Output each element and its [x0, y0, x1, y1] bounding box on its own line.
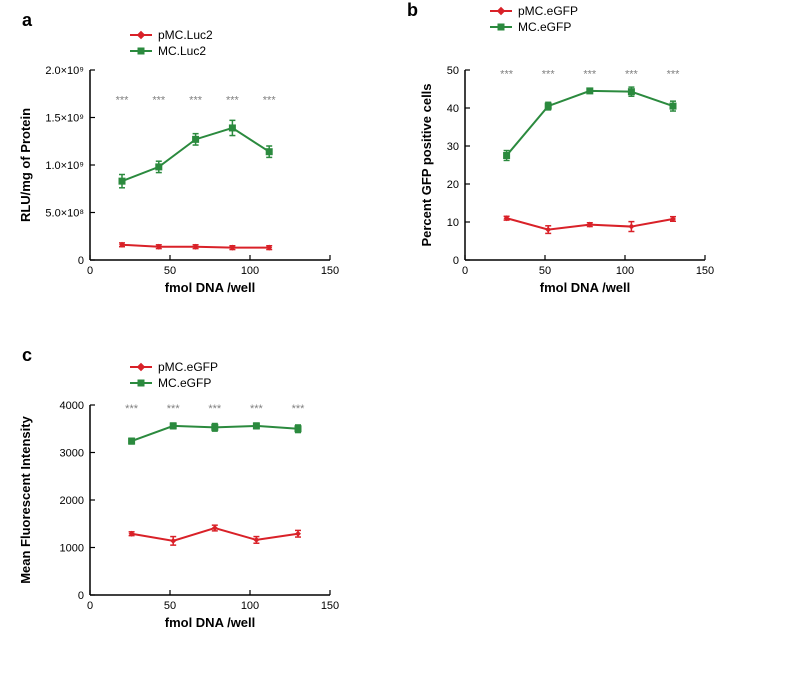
svg-text:Mean Fluorescent Intensity: Mean Fluorescent Intensity — [18, 415, 33, 583]
svg-text:0: 0 — [87, 600, 93, 612]
svg-text:***: *** — [208, 403, 222, 415]
svg-text:150: 150 — [321, 600, 339, 612]
svg-text:***: *** — [167, 403, 181, 415]
svg-text:***: *** — [250, 403, 264, 415]
figure: a b c pMC.Luc2 MC.Luc2 pMC.eGFP — [0, 0, 787, 683]
svg-text:1000: 1000 — [60, 543, 84, 555]
svg-text:***: *** — [125, 403, 139, 415]
svg-text:3000: 3000 — [60, 448, 84, 460]
svg-text:50: 50 — [164, 600, 176, 612]
svg-text:100: 100 — [241, 600, 259, 612]
svg-text:0: 0 — [78, 590, 84, 602]
svg-text:4000: 4000 — [60, 400, 84, 412]
svg-text:***: *** — [292, 403, 306, 415]
svg-text:2000: 2000 — [60, 495, 84, 507]
svg-text:fmol DNA /well: fmol DNA /well — [165, 615, 256, 630]
